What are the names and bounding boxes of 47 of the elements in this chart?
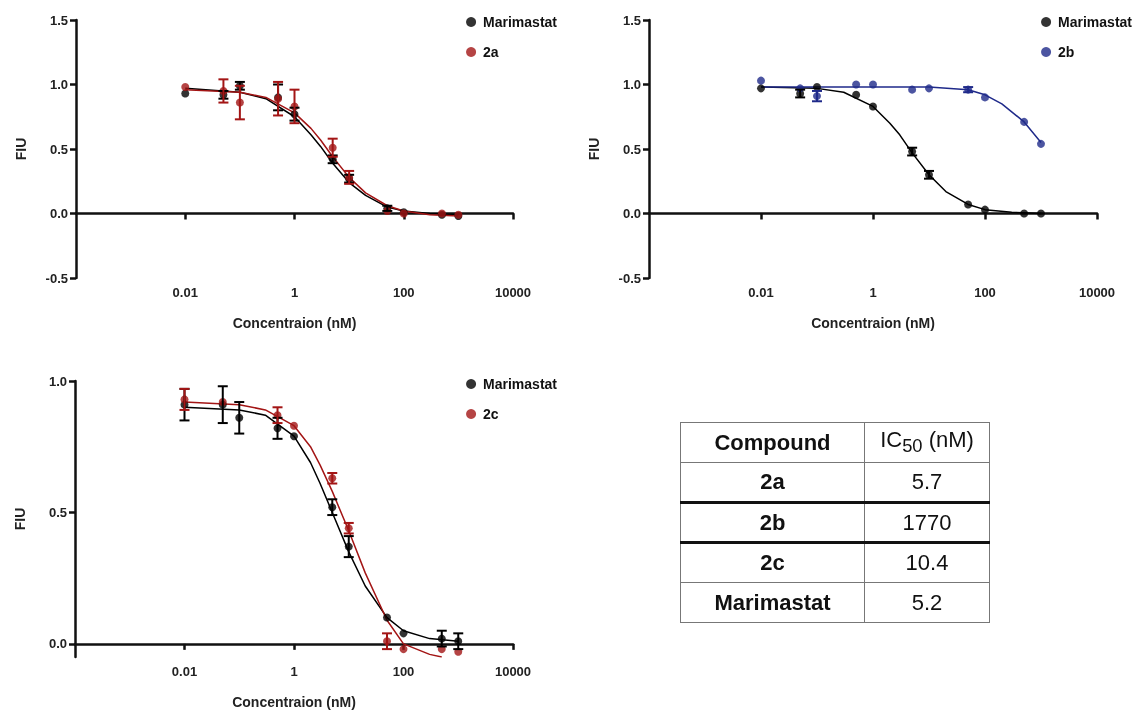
text: 1770: [864, 502, 990, 543]
x-tick-label: 100: [974, 285, 996, 300]
text: 5.7: [864, 462, 990, 503]
y-axis-title: FIU: [586, 137, 602, 161]
x-tick-label: 1: [290, 285, 299, 300]
text: IC$_{50}$ (nM): [864, 422, 990, 463]
y-axis-title: FIU: [13, 137, 29, 161]
legend-label: 2a: [483, 44, 499, 60]
legend-label: Marimastat: [1058, 14, 1133, 30]
y-tick-label: 0.5: [622, 141, 641, 157]
legend-label: 2b: [1058, 44, 1075, 60]
x-tick-label: 10000: [494, 285, 532, 300]
text: 10.4: [864, 542, 990, 583]
text: Compound: [680, 422, 865, 463]
x-tick-label: 10000: [1078, 285, 1116, 300]
text: 2a: [680, 462, 865, 503]
legend-label: Marimastat: [483, 376, 558, 392]
text: 5.2: [864, 582, 990, 623]
legend-label: 2c: [483, 406, 499, 422]
y-tick-label: -0.5: [45, 270, 68, 286]
x-axis-title: Concentraion (nM): [232, 694, 356, 710]
y-tick-label: 0.0: [49, 206, 68, 221]
y-tick-label: 1.5: [49, 12, 68, 28]
x-axis-title: Concentraion (nM): [232, 315, 357, 331]
y-tick-label: 0.0: [48, 636, 67, 652]
legend-label: Marimastat: [483, 14, 558, 30]
y-tick-label: 0.0: [622, 206, 641, 221]
text: Marimastat: [680, 582, 865, 623]
y-tick-label: 0.5: [48, 504, 67, 520]
x-tick-label: 1: [869, 285, 877, 300]
y-tick-label: 1.0: [49, 77, 68, 92]
x-tick-label: 0.01: [172, 285, 198, 300]
y-tick-label: 1.0: [622, 77, 641, 92]
x-tick-label: 100: [392, 664, 415, 679]
x-tick-label: 1: [290, 664, 298, 679]
y-tick-label: 1.0: [48, 373, 67, 389]
x-tick-label: 0.01: [748, 285, 774, 300]
text: 2b: [680, 502, 865, 543]
text: 2c: [680, 542, 865, 583]
y-tick-label: 1.5: [622, 12, 641, 28]
x-tick-label: 100: [392, 285, 415, 300]
x-axis-title: Concentraion (nM): [811, 315, 935, 331]
x-tick-label: 0.01: [171, 664, 198, 679]
y-tick-label: -0.5: [618, 270, 641, 286]
x-tick-label: 10000: [494, 664, 532, 679]
y-axis-title: FIU: [12, 507, 28, 531]
y-tick-label: 0.5: [49, 141, 68, 157]
